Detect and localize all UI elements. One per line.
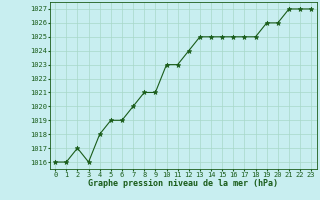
X-axis label: Graphe pression niveau de la mer (hPa): Graphe pression niveau de la mer (hPa) <box>88 179 278 188</box>
